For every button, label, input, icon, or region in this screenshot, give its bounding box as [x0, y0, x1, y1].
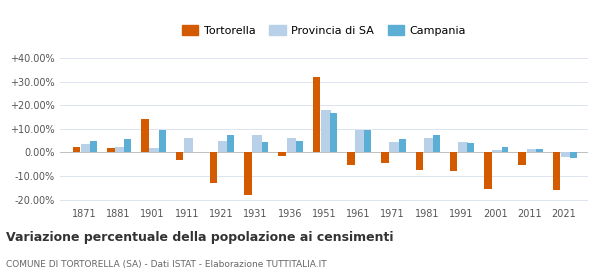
Bar	[244, 152, 251, 195]
Bar	[364, 130, 371, 152]
Bar	[553, 152, 560, 190]
Bar	[210, 152, 217, 183]
Bar	[561, 152, 571, 157]
Bar	[141, 119, 149, 152]
Bar	[176, 152, 183, 160]
Bar	[115, 146, 125, 152]
Bar	[227, 135, 234, 152]
Bar	[184, 138, 193, 152]
Bar	[570, 152, 577, 158]
Bar	[253, 135, 262, 152]
Bar	[399, 139, 406, 152]
Bar	[502, 146, 508, 152]
Bar	[107, 148, 115, 152]
Bar	[287, 138, 296, 152]
Bar	[296, 141, 303, 152]
Bar	[330, 113, 337, 152]
Bar	[355, 130, 365, 152]
Bar	[218, 141, 227, 152]
Bar	[518, 152, 526, 165]
Bar	[527, 149, 536, 152]
Bar	[90, 141, 97, 152]
Bar	[278, 152, 286, 156]
Bar	[493, 150, 502, 152]
Bar	[458, 142, 467, 152]
Bar	[313, 77, 320, 152]
Bar	[381, 152, 389, 163]
Bar	[467, 143, 474, 152]
Bar	[389, 142, 399, 152]
Bar	[433, 135, 440, 152]
Bar	[536, 149, 543, 152]
Legend: Tortorella, Provincia di SA, Campania: Tortorella, Provincia di SA, Campania	[178, 21, 470, 41]
Text: COMUNE DI TORTORELLA (SA) - Dati ISTAT - Elaborazione TUTTITALIA.IT: COMUNE DI TORTORELLA (SA) - Dati ISTAT -…	[6, 260, 326, 269]
Bar	[450, 152, 457, 171]
Bar	[424, 138, 433, 152]
Bar	[81, 144, 91, 152]
Bar	[124, 139, 131, 152]
Bar	[416, 152, 423, 170]
Bar	[347, 152, 355, 165]
Bar	[149, 148, 159, 152]
Bar	[484, 152, 491, 189]
Bar	[159, 130, 166, 152]
Bar	[262, 142, 268, 152]
Bar	[321, 110, 331, 152]
Text: Variazione percentuale della popolazione ai censimenti: Variazione percentuale della popolazione…	[6, 231, 394, 244]
Bar	[73, 146, 80, 152]
